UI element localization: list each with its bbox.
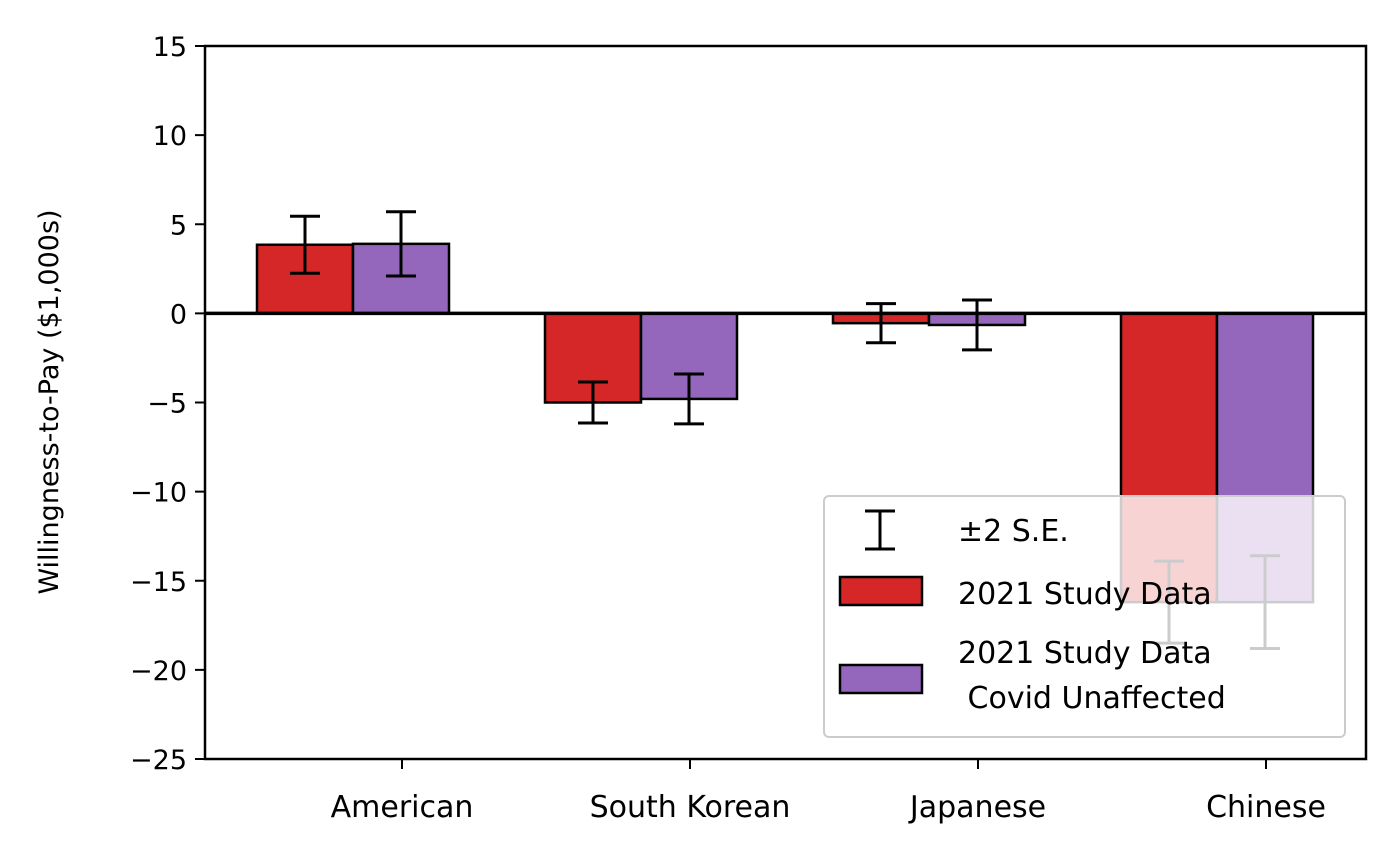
x-tick-label: Chinese — [1206, 790, 1326, 825]
error-bar — [386, 210, 416, 278]
error-bar — [578, 380, 608, 425]
legend-swatch-series-2 — [838, 663, 924, 695]
y-tick-label: 10 — [153, 121, 187, 152]
y-tick-label: −20 — [130, 656, 187, 687]
error-bar — [962, 298, 992, 352]
legend-label-series-1: 2021 Study Data — [958, 577, 1212, 612]
y-tick-label: −10 — [130, 478, 187, 509]
legend-box — [823, 495, 1346, 738]
legend-label-series-2: 2021 Study Data Covid Unaffected — [958, 636, 1226, 716]
legend-errorbar-label: ±2 S.E. — [958, 514, 1069, 549]
legend-swatch-series-1 — [838, 575, 924, 607]
y-tick-label: 5 — [170, 210, 187, 241]
y-axis: 15 10 5 0 −5 −10 −15 −20 −25 — [130, 32, 205, 776]
error-bar — [674, 372, 704, 426]
y-axis-label: Willingness-to-Pay ($1,000s) — [34, 209, 65, 594]
y-tick-label: 15 — [153, 32, 187, 63]
x-tick-label: South Korean — [590, 790, 791, 825]
y-tick-label: −15 — [130, 567, 187, 598]
legend-label-line: 2021 Study Data — [958, 577, 1212, 612]
y-tick-label: 0 — [170, 299, 187, 330]
error-bar — [866, 302, 896, 345]
y-tick-label: −5 — [147, 389, 187, 420]
error-bar — [290, 214, 320, 275]
x-tick-label: American — [331, 790, 474, 825]
legend-label-line: Covid Unaffected — [958, 681, 1226, 716]
x-tick-label: Japanese — [908, 790, 1046, 825]
legend-label-line: 2021 Study Data — [958, 636, 1212, 671]
y-tick-label: −25 — [130, 745, 187, 776]
x-axis: American South Korean Japanese Chinese — [331, 759, 1326, 825]
